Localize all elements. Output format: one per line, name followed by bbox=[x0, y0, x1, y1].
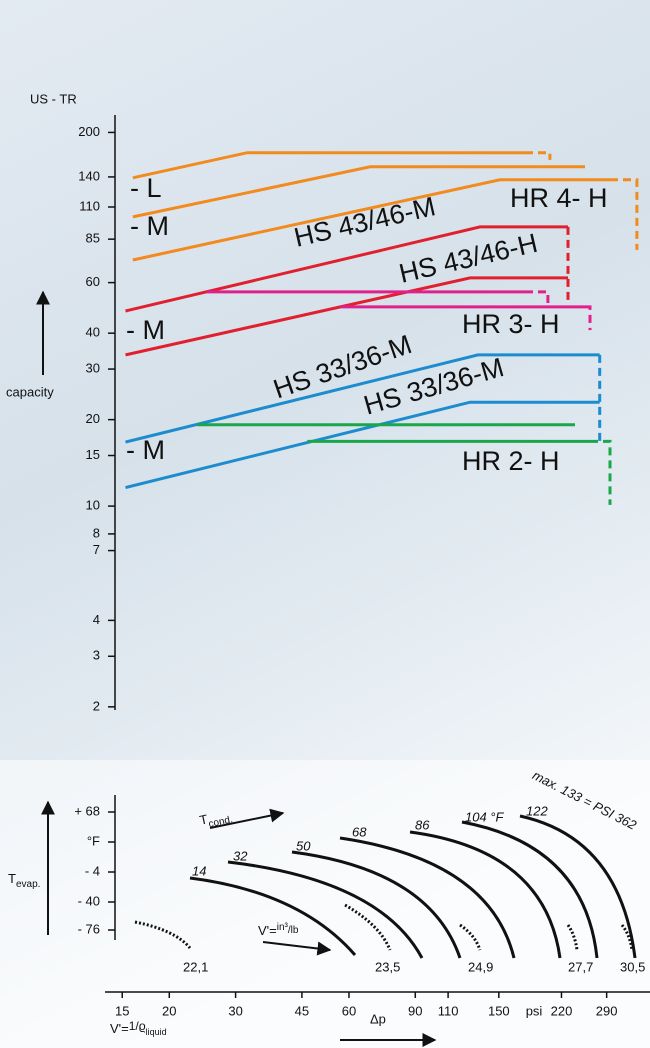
t-evap-tick-label: - 40 bbox=[78, 893, 100, 908]
v-main: V'= bbox=[110, 1021, 129, 1036]
envelope-line bbox=[132, 165, 585, 219]
x-tick-label: 90 bbox=[408, 1003, 422, 1018]
y-unit: US - TR bbox=[30, 91, 77, 106]
envelope-line bbox=[125, 400, 600, 490]
curve bbox=[134, 920, 192, 949]
t-sub: cond. bbox=[207, 814, 233, 830]
y-tick-label: 3 bbox=[93, 648, 100, 663]
v-formula: V'=1/ϱliquid bbox=[110, 1019, 167, 1037]
y-tick-label: 60 bbox=[86, 274, 100, 289]
line-label: HR 3- H bbox=[462, 309, 560, 339]
curve bbox=[291, 850, 462, 959]
curve bbox=[459, 923, 482, 951]
x-tick-label: 30 bbox=[228, 1003, 242, 1018]
line-label: HR 2- H bbox=[462, 446, 560, 476]
envelope-line bbox=[125, 276, 568, 357]
v-value: 23,5 bbox=[375, 959, 400, 974]
t-cond-value: 32 bbox=[233, 848, 248, 863]
envelope-limit bbox=[585, 305, 592, 331]
curve bbox=[566, 924, 579, 951]
t-main: T bbox=[8, 871, 16, 886]
y-tick-label: 2 bbox=[93, 698, 100, 713]
envelope-limit bbox=[525, 290, 550, 305]
t-cond-value: 122 bbox=[526, 803, 548, 818]
x-tick-label: 110 bbox=[438, 1003, 459, 1018]
y-label: capacity bbox=[6, 384, 54, 399]
v-arrow bbox=[262, 941, 332, 956]
t-cond-value: 104 °F bbox=[465, 809, 505, 824]
t-cond-curves bbox=[189, 814, 637, 959]
curve bbox=[227, 860, 424, 959]
t-evap-tick-label: + 68 bbox=[74, 803, 100, 818]
x-tick-label: 15 bbox=[115, 1003, 129, 1018]
y-tick-label: 200 bbox=[78, 124, 100, 139]
envelope-limit bbox=[590, 439, 612, 505]
envelope-line bbox=[132, 178, 610, 262]
x-tick-label: 45 bbox=[295, 1003, 309, 1018]
line-label: HR 4- H bbox=[510, 183, 608, 213]
y-tick-label: 85 bbox=[86, 231, 100, 246]
curve bbox=[461, 820, 599, 959]
t-evap-label: Tevap. bbox=[8, 871, 40, 889]
x-tick-label: 290 bbox=[596, 1003, 618, 1018]
envelope-line bbox=[125, 353, 600, 444]
v-den: /lb bbox=[288, 925, 299, 936]
line-label: - M bbox=[130, 211, 169, 241]
x-tick-label: 60 bbox=[342, 1003, 356, 1018]
v-main: V'= bbox=[258, 923, 277, 938]
curve bbox=[620, 924, 634, 951]
curve bbox=[519, 814, 637, 959]
x-tick-label: 20 bbox=[162, 1003, 176, 1018]
v-num: 1/ϱ bbox=[129, 1019, 146, 1033]
v-sub: liquid bbox=[146, 1027, 167, 1037]
x-tick-label: 150 bbox=[488, 1003, 510, 1018]
envelope-line bbox=[132, 151, 525, 180]
curve bbox=[409, 830, 562, 959]
t-evap-tick-label: °F bbox=[87, 833, 100, 848]
y-tick-label: 10 bbox=[86, 498, 100, 513]
y-tick-label: 20 bbox=[86, 411, 100, 426]
line-label: - M bbox=[126, 435, 165, 465]
x-tick-label: 220 bbox=[551, 1003, 573, 1018]
t-cond-value: 68 bbox=[352, 824, 367, 839]
envelope-limit bbox=[525, 151, 552, 160]
v-value: 27,7 bbox=[568, 959, 593, 974]
t-evap-tick-label: - 76 bbox=[78, 921, 100, 936]
t-cond-value: 50 bbox=[296, 838, 311, 853]
t-cond-value: 14 bbox=[192, 863, 206, 878]
y-tick-label: 15 bbox=[86, 447, 100, 462]
t-cond-label: Tcond. bbox=[198, 807, 233, 832]
y-tick-label: 4 bbox=[93, 612, 100, 627]
y-tick-label: 110 bbox=[79, 198, 100, 213]
envelope-limit bbox=[610, 178, 639, 250]
line-label: - M bbox=[126, 315, 165, 345]
v-value: 24,9 bbox=[468, 959, 493, 974]
y-tick-label: 40 bbox=[86, 325, 100, 340]
x-unit: psi bbox=[526, 1003, 543, 1018]
v-value: 22,1 bbox=[183, 959, 208, 974]
v-value: 30,5 bbox=[620, 959, 645, 974]
y-tick-label: 140 bbox=[78, 168, 100, 183]
v-num: in³ bbox=[277, 922, 289, 933]
curve bbox=[339, 836, 516, 959]
x-label: Δp bbox=[370, 1011, 386, 1026]
y-tick-label: 30 bbox=[86, 361, 100, 376]
v-curves bbox=[134, 903, 634, 951]
y-tick-label: 7 bbox=[93, 542, 100, 557]
curve bbox=[189, 876, 357, 956]
t-cond-arrow bbox=[209, 808, 285, 829]
t-main: T bbox=[198, 812, 209, 828]
t-cond-value: 86 bbox=[415, 817, 430, 832]
envelope-line bbox=[125, 225, 568, 313]
t-evap-tick-label: - 4 bbox=[85, 863, 100, 878]
v-rate-label: V'=in³/lb bbox=[258, 922, 299, 939]
y-tick-label: 8 bbox=[93, 525, 100, 540]
line-label: - L bbox=[130, 173, 162, 203]
t-sub: evap. bbox=[16, 879, 40, 890]
